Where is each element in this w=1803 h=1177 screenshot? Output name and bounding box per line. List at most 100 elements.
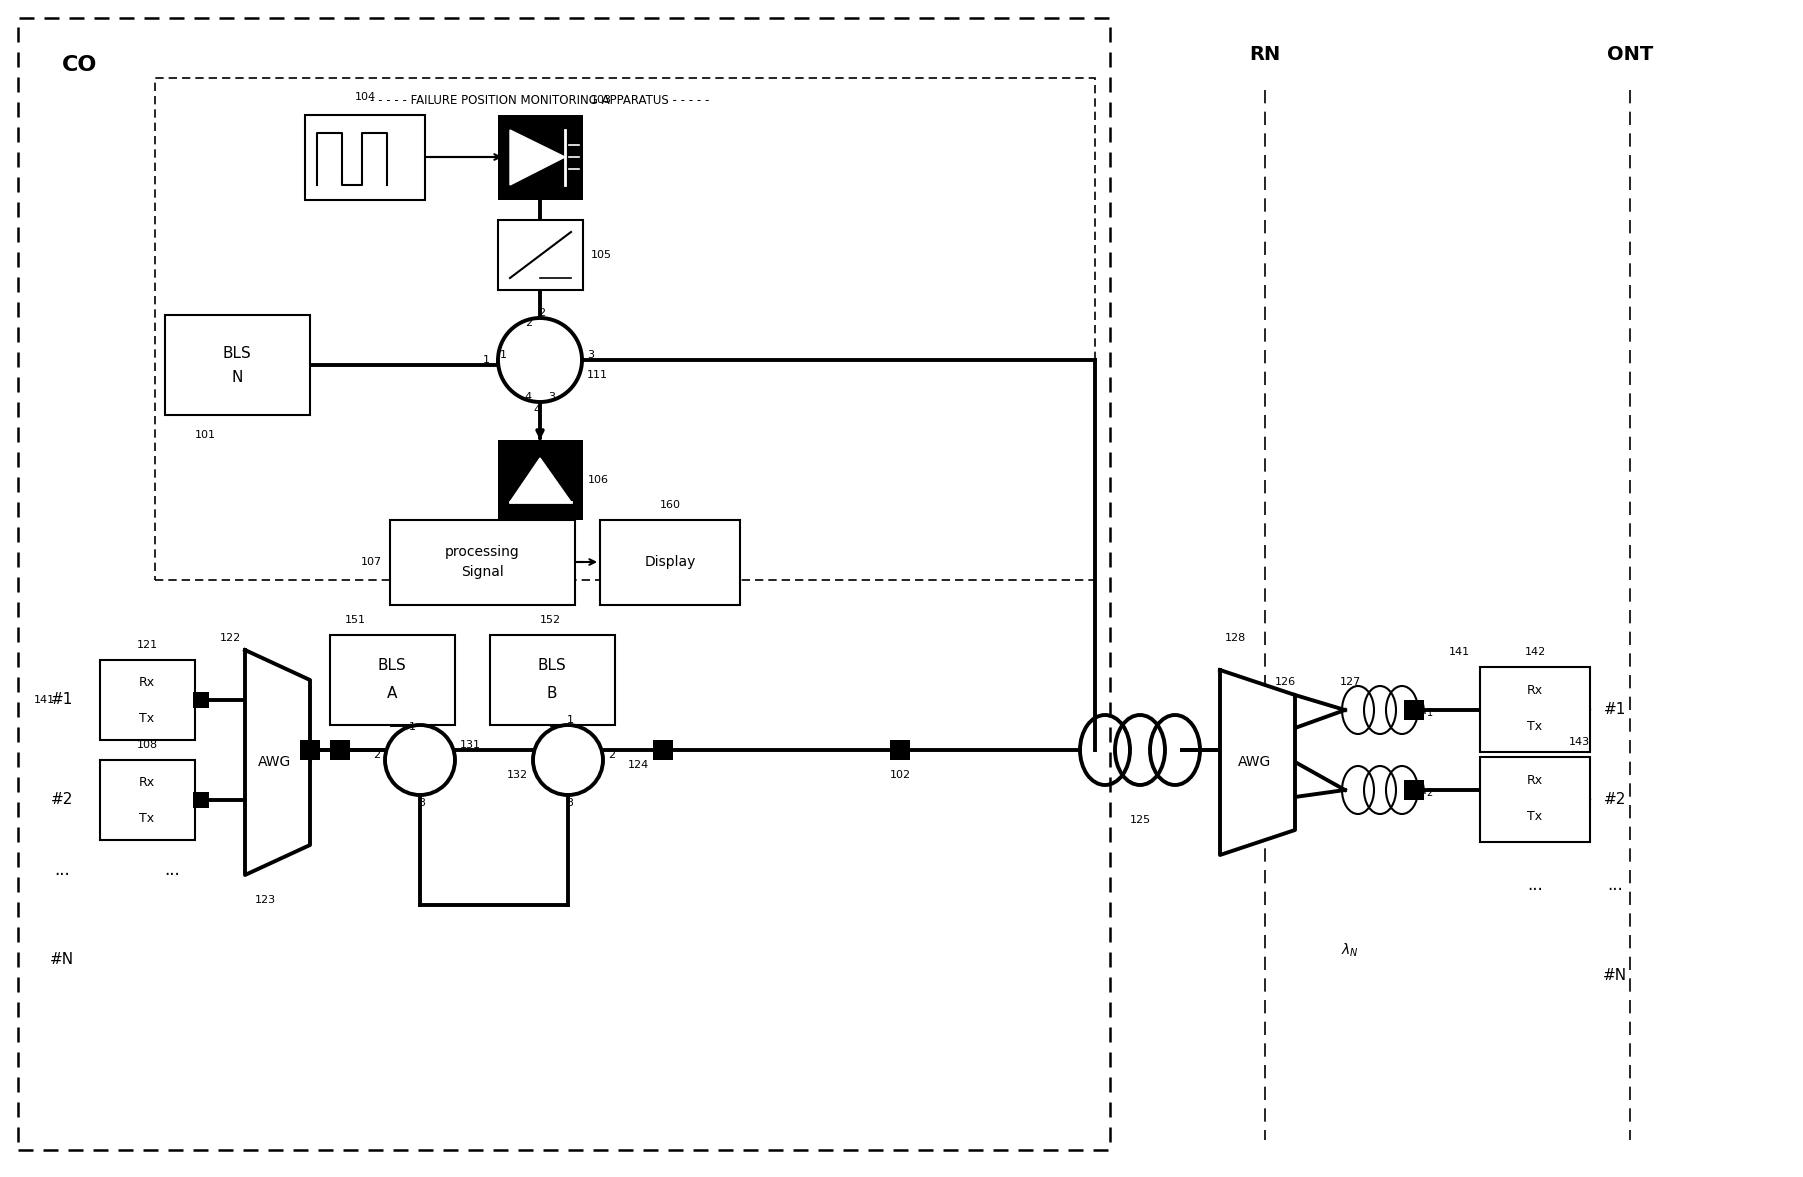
Text: N: N xyxy=(231,370,243,385)
Text: 105: 105 xyxy=(591,250,611,260)
Text: 2: 2 xyxy=(608,750,615,760)
Text: ...: ... xyxy=(1527,876,1543,895)
Bar xyxy=(498,115,582,200)
Bar xyxy=(330,740,350,760)
Text: Rx: Rx xyxy=(139,776,155,789)
Bar xyxy=(330,740,350,760)
Bar xyxy=(166,315,310,415)
Bar xyxy=(330,636,454,725)
Text: $\lambda_N$: $\lambda_N$ xyxy=(1341,942,1359,959)
Text: 160: 160 xyxy=(660,500,680,510)
Text: RN: RN xyxy=(1249,46,1280,65)
Text: CO: CO xyxy=(63,55,97,75)
Bar xyxy=(1480,667,1590,752)
Text: Tx: Tx xyxy=(139,811,155,825)
Text: AWG: AWG xyxy=(1239,754,1271,769)
Text: 151: 151 xyxy=(344,616,366,625)
Text: 2: 2 xyxy=(373,750,380,760)
Text: 2: 2 xyxy=(539,308,546,318)
Polygon shape xyxy=(1221,670,1295,855)
Text: 101: 101 xyxy=(195,430,216,440)
Text: 122: 122 xyxy=(220,633,240,643)
Text: Tx: Tx xyxy=(139,712,155,725)
Text: 141: 141 xyxy=(34,694,56,705)
Text: 142: 142 xyxy=(1524,647,1545,657)
Bar xyxy=(99,660,195,740)
Bar xyxy=(1480,757,1590,842)
Text: 126: 126 xyxy=(1275,677,1296,687)
Text: $\lambda_2$: $\lambda_2$ xyxy=(1417,782,1433,799)
Text: 132: 132 xyxy=(507,770,528,780)
Text: 143: 143 xyxy=(1569,737,1590,747)
Bar xyxy=(193,792,209,807)
Text: 3: 3 xyxy=(566,798,573,807)
Bar xyxy=(498,220,582,290)
Text: 102: 102 xyxy=(889,770,911,780)
Text: - - - - - FAILURE POSITION MONITORING APPARATUS - - - - -: - - - - - FAILURE POSITION MONITORING AP… xyxy=(370,93,710,106)
Bar xyxy=(99,760,195,840)
Text: 128: 128 xyxy=(1224,633,1246,643)
Text: 104: 104 xyxy=(355,92,375,102)
Text: #N: #N xyxy=(50,952,74,967)
Text: 124: 124 xyxy=(627,760,649,770)
Text: ...: ... xyxy=(54,862,70,879)
Polygon shape xyxy=(245,650,310,875)
Circle shape xyxy=(386,725,454,794)
Text: 4: 4 xyxy=(534,405,541,415)
Text: Tx: Tx xyxy=(1527,811,1543,824)
Text: 125: 125 xyxy=(1129,814,1150,825)
Text: #1: #1 xyxy=(50,692,74,707)
Bar xyxy=(305,115,426,200)
Bar xyxy=(1405,780,1424,800)
Bar xyxy=(498,440,582,520)
Polygon shape xyxy=(510,458,572,503)
Text: Rx: Rx xyxy=(139,676,155,689)
Text: 131: 131 xyxy=(460,740,481,750)
Text: 107: 107 xyxy=(361,557,382,567)
Circle shape xyxy=(534,725,602,794)
Text: 106: 106 xyxy=(588,476,609,485)
Text: BLS: BLS xyxy=(377,658,406,673)
Text: 127: 127 xyxy=(1340,677,1361,687)
Text: 3: 3 xyxy=(588,350,593,360)
Text: 1: 1 xyxy=(409,722,415,732)
Text: Tx: Tx xyxy=(1527,720,1543,733)
Text: ...: ... xyxy=(164,862,180,879)
Text: 1: 1 xyxy=(483,355,490,365)
Text: 4: 4 xyxy=(525,392,532,403)
Text: 121: 121 xyxy=(137,640,157,650)
Text: 141: 141 xyxy=(1450,647,1469,657)
Bar xyxy=(193,692,209,709)
Bar xyxy=(155,78,1094,580)
Text: 1: 1 xyxy=(566,714,573,725)
Text: #1: #1 xyxy=(1605,701,1626,717)
Text: Display: Display xyxy=(644,556,696,568)
Text: $\lambda_1$: $\lambda_1$ xyxy=(1417,701,1433,719)
Text: BLS: BLS xyxy=(537,658,566,673)
Text: BLS: BLS xyxy=(222,346,251,360)
Text: 3: 3 xyxy=(548,392,555,403)
Bar xyxy=(1405,700,1424,720)
Text: AWG: AWG xyxy=(258,754,292,769)
Circle shape xyxy=(498,318,582,403)
Text: 2: 2 xyxy=(525,318,532,328)
Text: 152: 152 xyxy=(539,616,561,625)
Bar xyxy=(18,18,1111,1150)
Text: #N: #N xyxy=(1603,967,1626,983)
Bar xyxy=(389,520,575,605)
Text: ...: ... xyxy=(1606,876,1623,895)
Text: #2: #2 xyxy=(1605,791,1626,806)
Text: processing: processing xyxy=(445,545,519,559)
Text: Rx: Rx xyxy=(1527,774,1543,787)
Text: 111: 111 xyxy=(588,370,608,380)
Bar xyxy=(299,740,319,760)
Text: 108: 108 xyxy=(137,740,157,750)
Polygon shape xyxy=(510,129,564,185)
Bar xyxy=(891,740,911,760)
Text: #2: #2 xyxy=(50,792,74,807)
Text: Signal: Signal xyxy=(460,565,503,579)
Text: A: A xyxy=(388,686,397,701)
Bar xyxy=(600,520,739,605)
Bar xyxy=(490,636,615,725)
Text: 123: 123 xyxy=(254,895,276,905)
